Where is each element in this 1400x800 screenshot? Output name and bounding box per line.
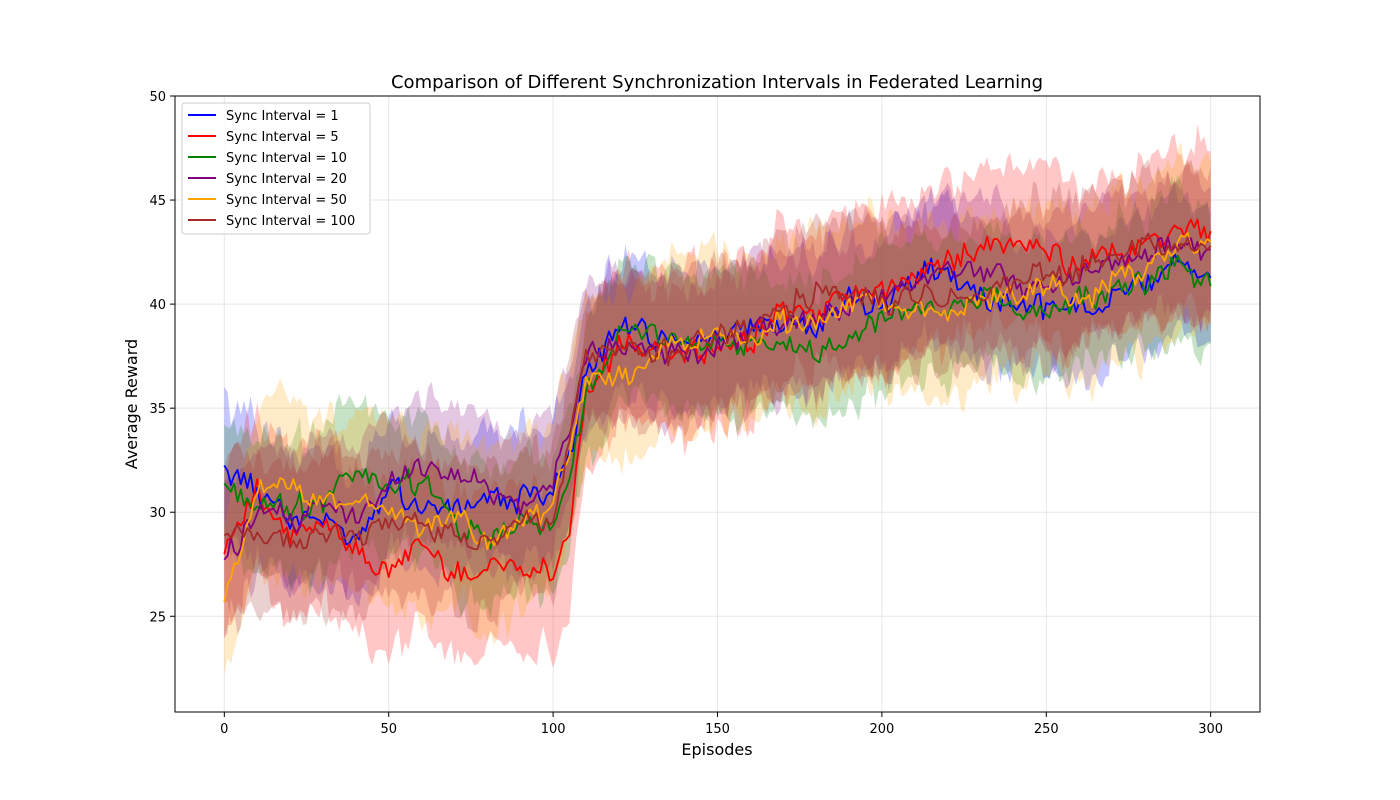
x-tick-label: 300 [1198,722,1223,737]
series-lines [223,218,1212,603]
legend-box [181,102,371,235]
x-axis-ticks: 0 50 100 150 200 250 300 [220,712,1223,737]
chart-title: Comparison of Different Synchronization … [391,72,1043,93]
legend-entry-label: Sync Interval = 10 [226,151,347,166]
y-tick-label: 30 [149,506,166,521]
x-tick-label: 150 [705,722,730,737]
legend: Sync Interval = 1 Sync Interval = 5 Sync I… [181,102,371,235]
variability-band-series-5 [224,142,1211,677]
variability-band-series-4 [224,159,1211,638]
variability-band-series-6 [224,158,1211,633]
y-tick-label: 40 [149,298,166,313]
x-tick-label: 100 [541,722,566,737]
series-line-5 [223,231,1212,603]
x-axis-label: Episodes [681,740,752,759]
y-tick-label: 50 [149,90,166,105]
x-tick-label: 50 [380,722,397,737]
series-line-6 [223,232,1212,551]
series-line-2 [223,218,1212,582]
x-tick-label: 0 [220,722,228,737]
legend-entry-label: Sync Interval = 1 [226,109,339,124]
legend-entry-label: Sync Interval = 50 [226,193,347,208]
legend-entry-label: Sync Interval = 5 [226,130,339,145]
legend-entry-label: Sync Interval = 100 [226,214,355,229]
y-axis-label: Average Reward [122,339,141,469]
x-tick-label: 250 [1034,722,1059,737]
x-tick-label: 200 [869,722,894,737]
y-tick-label: 45 [149,194,166,209]
legend-entry-label: Sync Interval = 20 [226,172,347,187]
y-tick-label: 35 [149,402,166,417]
y-axis-ticks: 25 30 35 40 45 50 [149,90,175,625]
y-tick-label: 25 [149,610,166,625]
